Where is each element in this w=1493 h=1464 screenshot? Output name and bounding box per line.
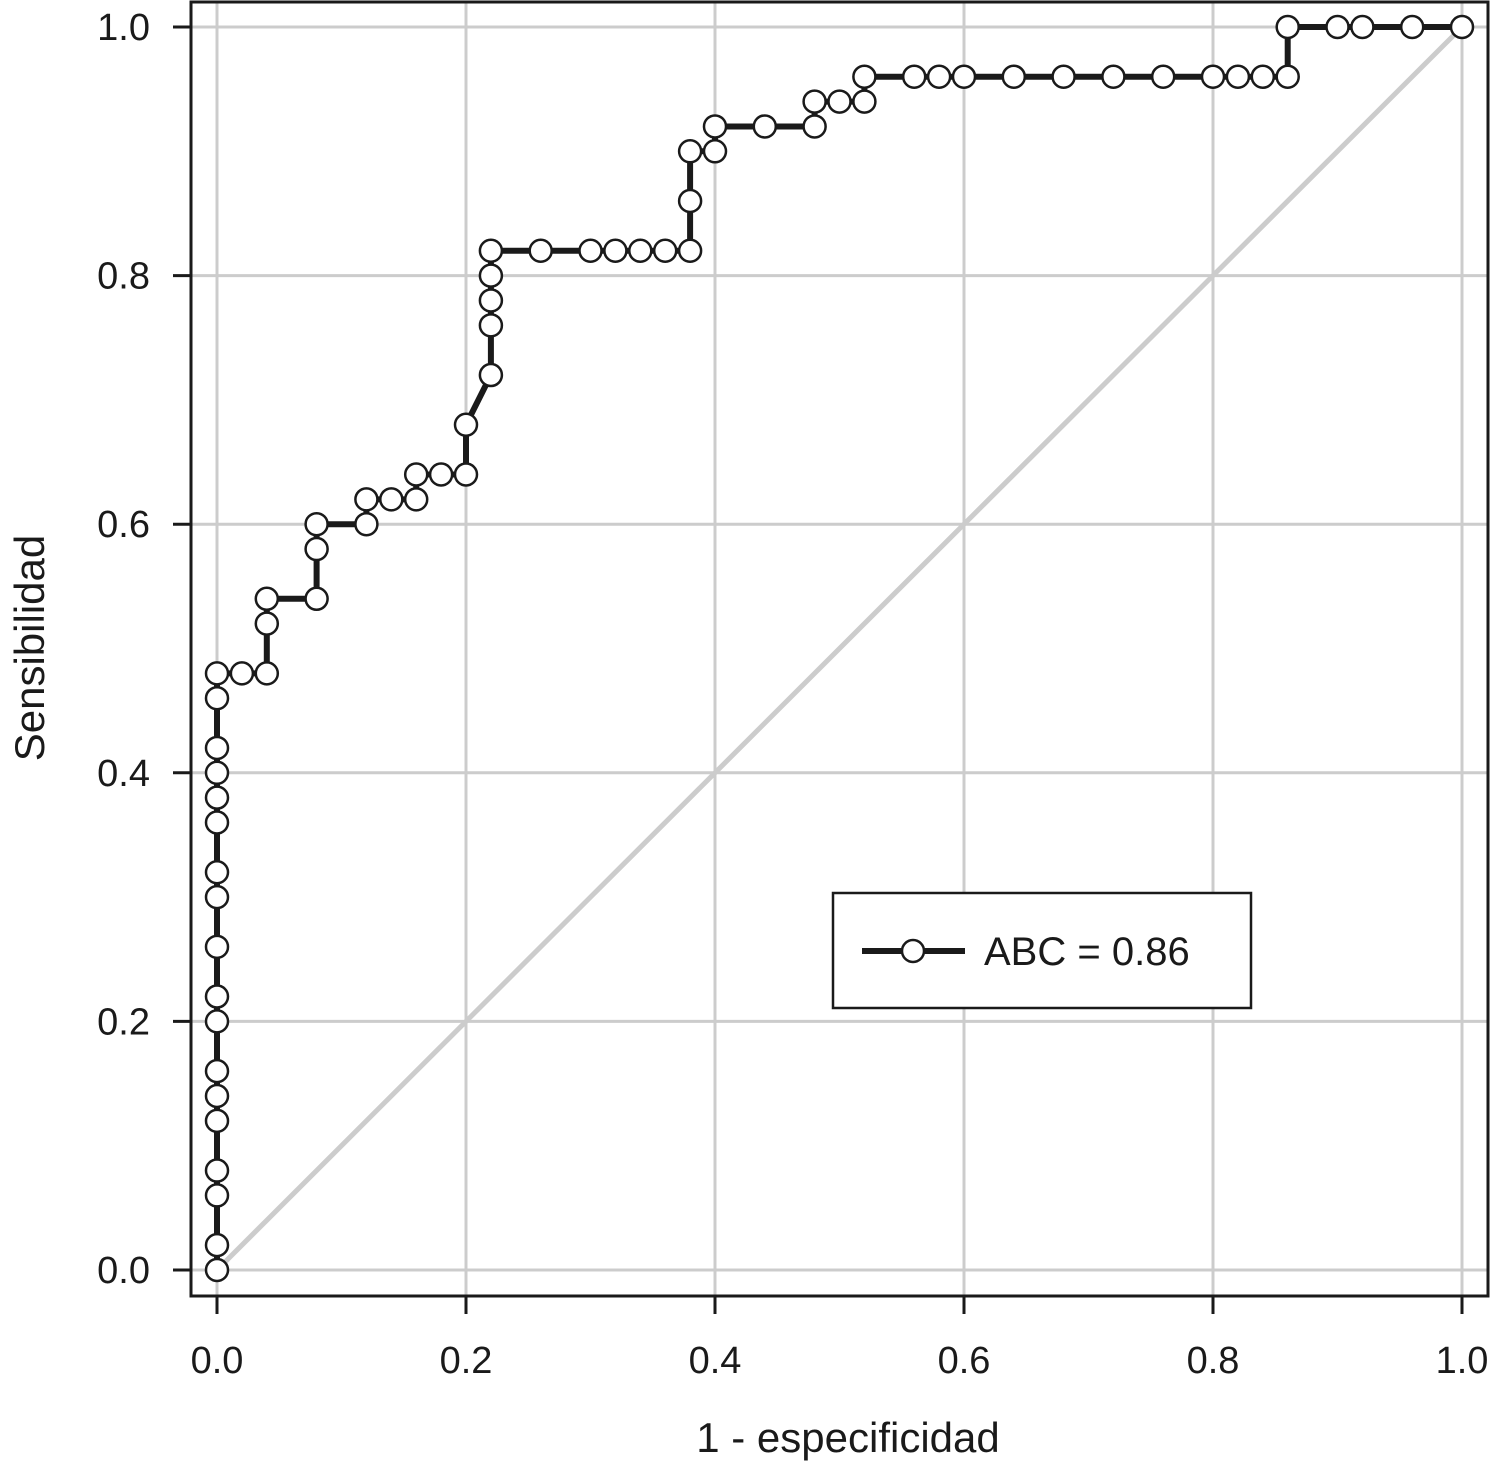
roc-point	[1200, 64, 1226, 89]
roc-point	[204, 1009, 230, 1034]
x-axis-title: 1 - especificidad	[696, 1414, 1000, 1461]
roc-point	[1250, 64, 1276, 89]
roc-point	[852, 89, 877, 114]
roc-point	[802, 89, 827, 114]
roc-point	[1275, 14, 1300, 40]
x-tick-label: 0.2	[440, 1340, 493, 1382]
roc-point	[453, 412, 479, 438]
roc-point	[204, 934, 230, 960]
roc-point	[354, 511, 379, 537]
roc-point	[204, 1083, 230, 1109]
roc-point	[1275, 64, 1300, 89]
y-axis-title: Sensibilidad	[6, 535, 53, 762]
roc-point	[204, 661, 230, 686]
roc-point	[204, 884, 230, 910]
roc-point	[204, 760, 230, 786]
x-axis-ticks: 0.0 0.2 0.4 0.6 0.8 1.0	[191, 1296, 1489, 1382]
roc-point	[204, 984, 230, 1009]
roc-point	[204, 1232, 230, 1258]
x-tick-label: 0.0	[191, 1340, 244, 1382]
roc-point	[1325, 14, 1350, 40]
roc-point	[304, 586, 329, 612]
roc-series	[204, 14, 1475, 1283]
roc-point	[677, 238, 703, 263]
roc-point	[578, 238, 603, 263]
roc-point	[802, 114, 827, 139]
roc-point	[304, 511, 329, 537]
roc-point	[204, 685, 230, 711]
x-tick-label: 0.8	[1187, 1340, 1240, 1382]
y-tick-label: 0.0	[97, 1250, 150, 1292]
y-tick-label: 0.2	[97, 1001, 150, 1043]
roc-line	[214, 24, 1462, 1270]
roc-point	[478, 238, 504, 263]
roc-point	[901, 64, 927, 89]
legend: ABC = 0.86	[831, 891, 1253, 1010]
legend-marker-swatch	[900, 938, 926, 964]
roc-point	[752, 114, 778, 139]
reference-diagonal	[215, 25, 1464, 1272]
roc-point	[603, 238, 628, 263]
roc-point	[951, 64, 977, 89]
roc-point	[204, 785, 230, 810]
roc-point	[478, 263, 504, 288]
roc-point	[1001, 64, 1027, 89]
grid-lines	[191, 2, 1488, 1296]
roc-point	[204, 1058, 230, 1084]
y-tick-label: 1.0	[97, 7, 150, 49]
roc-point	[304, 536, 329, 562]
roc-point	[254, 661, 280, 686]
roc-point	[827, 89, 852, 114]
roc-point	[403, 487, 429, 512]
x-tick-label: 0.6	[938, 1340, 991, 1382]
roc-point	[403, 462, 429, 487]
legend-label: ABC = 0.86	[984, 930, 1190, 974]
x-tick-label: 1.0	[1436, 1340, 1489, 1382]
roc-point	[652, 238, 678, 263]
y-tick-label: 0.8	[97, 256, 150, 298]
roc-point	[478, 362, 504, 388]
roc-point	[204, 1257, 230, 1283]
roc-point	[204, 1108, 230, 1134]
roc-point	[1150, 64, 1176, 89]
roc-point	[354, 487, 379, 512]
roc-point	[1051, 64, 1076, 89]
roc-point	[204, 1183, 230, 1208]
x-tick-label: 0.4	[689, 1340, 742, 1382]
roc-point	[628, 238, 653, 263]
roc-point	[926, 64, 952, 89]
roc-point	[204, 1158, 230, 1183]
roc-point	[204, 810, 230, 835]
roc-point	[852, 64, 877, 89]
roc-point	[379, 487, 404, 512]
roc-point	[204, 859, 230, 885]
roc-point	[229, 661, 255, 686]
roc-point	[528, 238, 553, 263]
roc-point	[254, 586, 280, 612]
roc-point	[702, 139, 728, 164]
roc-point	[478, 288, 504, 313]
roc-point	[1399, 14, 1425, 40]
roc-point	[1350, 14, 1375, 40]
diagonal-line	[215, 25, 1464, 1272]
roc-point	[702, 114, 728, 139]
roc-point	[453, 462, 479, 487]
roc-point	[478, 313, 504, 338]
roc-point	[1225, 64, 1251, 89]
roc-point	[254, 611, 280, 636]
roc-point	[428, 462, 454, 487]
roc-point	[677, 188, 703, 214]
roc-point	[677, 139, 703, 164]
roc-point	[1101, 64, 1126, 89]
roc-point	[204, 735, 230, 761]
roc-point	[1449, 14, 1475, 40]
y-tick-label: 0.6	[97, 504, 150, 546]
y-axis-ticks: 0.0 0.2 0.4 0.6 0.8 1.0	[97, 7, 191, 1292]
plot-frame	[189, 0, 1490, 1298]
y-tick-label: 0.4	[97, 753, 150, 795]
